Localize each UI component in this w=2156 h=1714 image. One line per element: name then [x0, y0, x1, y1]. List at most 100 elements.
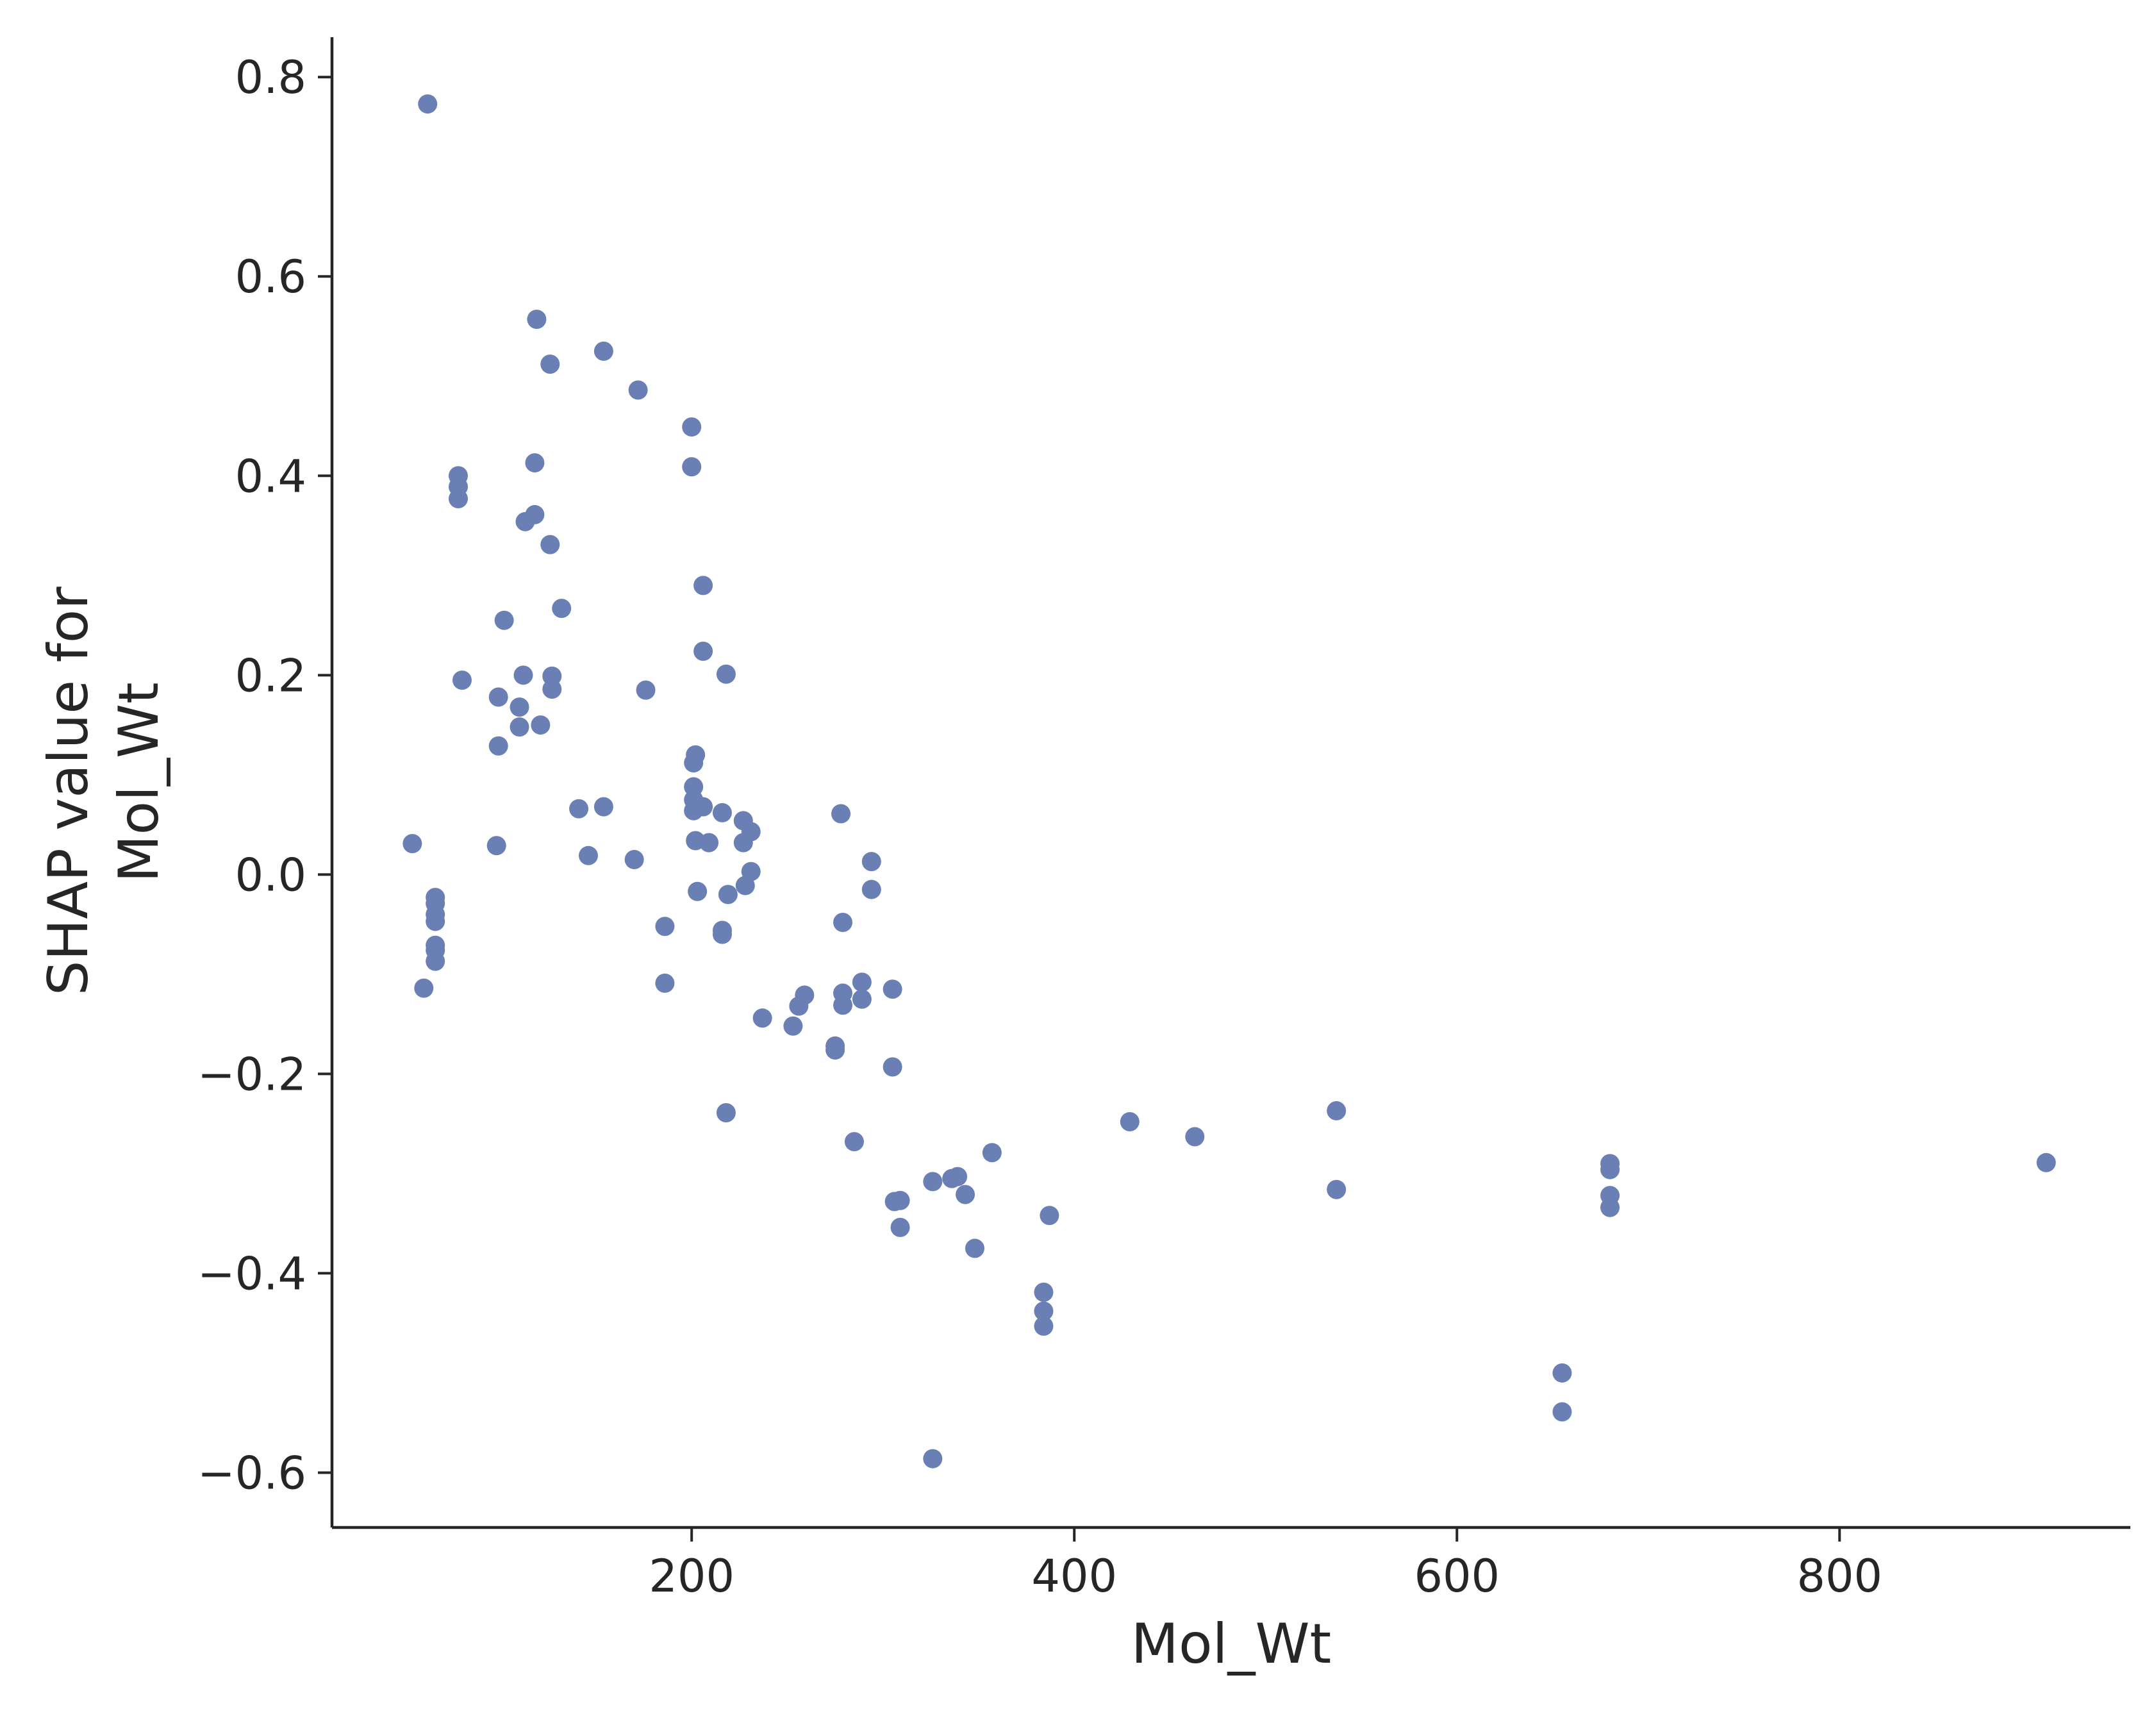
data-point [494, 610, 514, 630]
data-point [688, 881, 708, 901]
y-tick-label: −0.4 [197, 1247, 306, 1300]
data-point [948, 1167, 968, 1186]
data-point [552, 599, 572, 619]
y-axis-label: SHAP value for Mol_Wt [37, 569, 171, 995]
data-point [716, 664, 736, 684]
data-point [579, 845, 599, 865]
data-point [741, 822, 761, 842]
data-point [852, 989, 872, 1009]
data-point [956, 1185, 975, 1204]
data-point [686, 745, 706, 765]
data-point [883, 979, 902, 999]
data-point [831, 804, 851, 824]
data-point [593, 797, 613, 817]
data-point [682, 457, 702, 477]
data-point [402, 834, 422, 854]
data-point [716, 1103, 736, 1123]
data-point [486, 836, 506, 856]
data-point [890, 1217, 910, 1237]
data-point [890, 1190, 910, 1210]
data-point [540, 354, 560, 374]
data-point [418, 94, 438, 114]
data-point [1552, 1363, 1572, 1383]
data-point [655, 917, 675, 936]
data-point [1034, 1282, 1054, 1302]
y-axis-label-line-2: Mol_Wt [107, 682, 171, 882]
data-point [861, 879, 881, 899]
data-point [923, 1449, 943, 1469]
data-point [852, 972, 872, 992]
data-point [718, 885, 738, 904]
data-point [682, 417, 702, 437]
data-point [452, 670, 472, 690]
data-point [1327, 1101, 1347, 1120]
data-point [513, 665, 533, 685]
data-point [752, 1008, 772, 1028]
x-axis-ticks: 200 400 600 800 [649, 1527, 1882, 1602]
y-tick-label: 0.2 [235, 649, 306, 702]
data-point [1185, 1127, 1205, 1147]
data-point [527, 310, 547, 329]
data-point [861, 852, 881, 872]
x-tick-label: 600 [1414, 1550, 1500, 1602]
data-point [569, 799, 589, 819]
x-tick-label: 800 [1796, 1550, 1882, 1602]
data-point [982, 1143, 1002, 1163]
data-point [1600, 1197, 1620, 1217]
y-tick-label: 0.8 [235, 51, 306, 104]
data-point [525, 504, 545, 524]
data-point [542, 679, 562, 699]
data-point [712, 803, 732, 822]
data-point [693, 576, 713, 595]
data-point [525, 453, 545, 473]
y-tick-label: −0.2 [197, 1048, 306, 1101]
data-point [636, 680, 656, 700]
data-point [923, 1172, 943, 1192]
data-point [1327, 1179, 1347, 1199]
data-point [693, 641, 713, 661]
data-point [699, 833, 719, 853]
data-point [1034, 1316, 1054, 1336]
data-point [2036, 1152, 2056, 1172]
data-point [1034, 1301, 1054, 1321]
x-axis-label: Mol_Wt [1131, 1612, 1331, 1676]
y-tick-label: 0.0 [235, 849, 306, 901]
data-point [628, 380, 648, 400]
data-point [1600, 1160, 1620, 1179]
data-point [1120, 1112, 1140, 1132]
y-tick-label: −0.6 [197, 1447, 306, 1499]
data-point [426, 911, 445, 931]
data-point [1552, 1402, 1572, 1422]
x-tick-label: 400 [1031, 1550, 1117, 1602]
data-point [883, 1057, 902, 1077]
data-point [795, 985, 815, 1005]
data-point [825, 1036, 845, 1056]
data-point [833, 913, 853, 933]
data-point [531, 715, 551, 735]
data-point [741, 861, 761, 881]
data-point [593, 341, 613, 361]
data-point [844, 1132, 864, 1152]
data-point [488, 736, 508, 756]
data-point [540, 535, 560, 554]
y-axis-label-line-1: SHAP value for [37, 587, 101, 995]
data-point [510, 717, 529, 737]
data-points [402, 94, 2056, 1469]
data-point [510, 697, 529, 717]
data-point [449, 489, 469, 509]
x-tick-label: 200 [649, 1550, 734, 1602]
data-point [833, 995, 853, 1015]
data-point [712, 924, 732, 944]
data-point [488, 687, 508, 707]
data-point [414, 978, 434, 998]
data-point [624, 850, 644, 870]
data-point [426, 951, 445, 971]
y-tick-label: 0.6 [235, 251, 306, 303]
y-tick-label: 0.4 [235, 450, 306, 503]
data-point [655, 973, 675, 993]
data-point [1040, 1206, 1059, 1226]
data-point [965, 1238, 984, 1258]
y-axis-ticks: 0.8 0.6 0.4 0.2 0.0 −0.2 −0.4 −0.6 [197, 51, 332, 1499]
data-point [693, 797, 713, 817]
